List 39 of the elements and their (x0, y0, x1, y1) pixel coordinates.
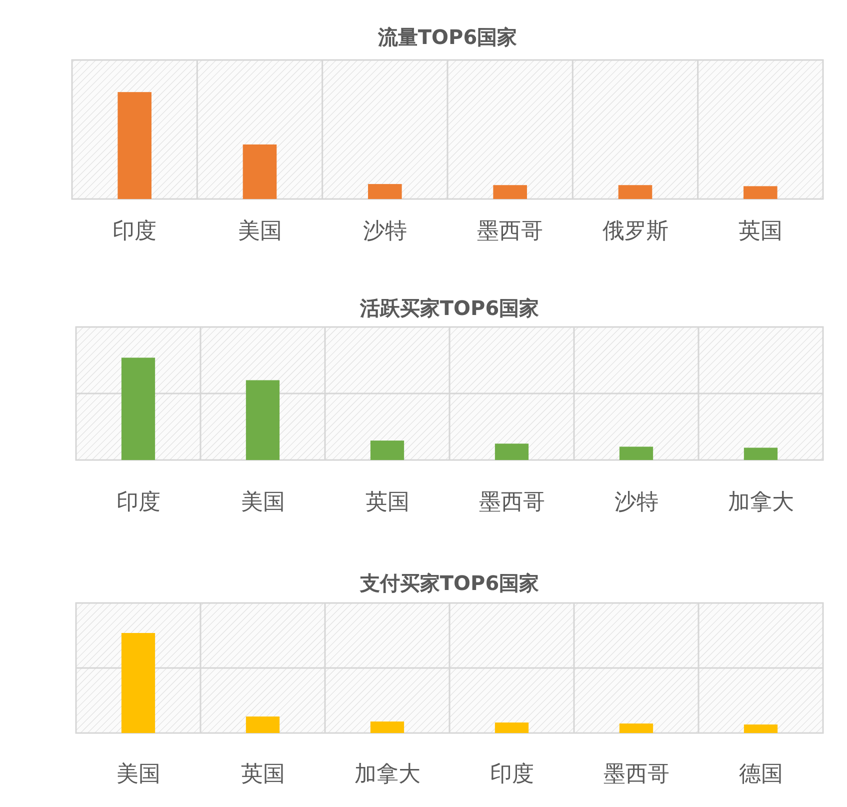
x-tick-label: 加拿大 (728, 490, 794, 515)
bar (619, 724, 654, 733)
bar (744, 186, 778, 199)
x-tick-label: 印度 (112, 219, 157, 244)
bar (618, 185, 652, 199)
bar (370, 722, 404, 733)
x-tick-label: 印度 (116, 490, 160, 515)
x-tick-label: 沙特 (614, 490, 658, 515)
bar (370, 440, 404, 460)
x-tick-label: 英国 (365, 490, 410, 515)
bar (118, 92, 152, 199)
x-tick-label: 英国 (738, 219, 782, 244)
x-tick-label: 美国 (240, 490, 285, 515)
chart-title: 流量TOP6国家 (376, 25, 518, 49)
x-tick-label: 美国 (116, 762, 160, 787)
chart-title: 活跃买家TOP6国家 (358, 296, 540, 320)
bar (246, 716, 280, 733)
bar (494, 444, 529, 460)
x-tick-label: 墨西哥 (477, 219, 544, 244)
bar (744, 448, 778, 460)
x-tick-label: 加拿大 (354, 762, 420, 787)
x-tick-label: 墨西哥 (603, 762, 670, 787)
x-tick-label: 墨西哥 (478, 490, 545, 515)
x-tick-label: 俄罗斯 (602, 219, 668, 244)
bar (494, 722, 529, 733)
x-tick-label: 沙特 (362, 219, 407, 244)
bar (368, 184, 402, 199)
bar (246, 380, 280, 460)
x-tick-label: 美国 (238, 219, 282, 244)
bar (121, 358, 156, 460)
x-tick-label: 英国 (240, 762, 285, 787)
x-tick-label: 印度 (490, 762, 534, 787)
bar (242, 144, 277, 199)
chart-title: 支付买家TOP6国家 (358, 571, 540, 595)
bar (121, 633, 156, 733)
bar (619, 446, 654, 460)
bar (744, 724, 778, 733)
x-tick-label: 德国 (738, 762, 783, 787)
bar (493, 185, 527, 199)
